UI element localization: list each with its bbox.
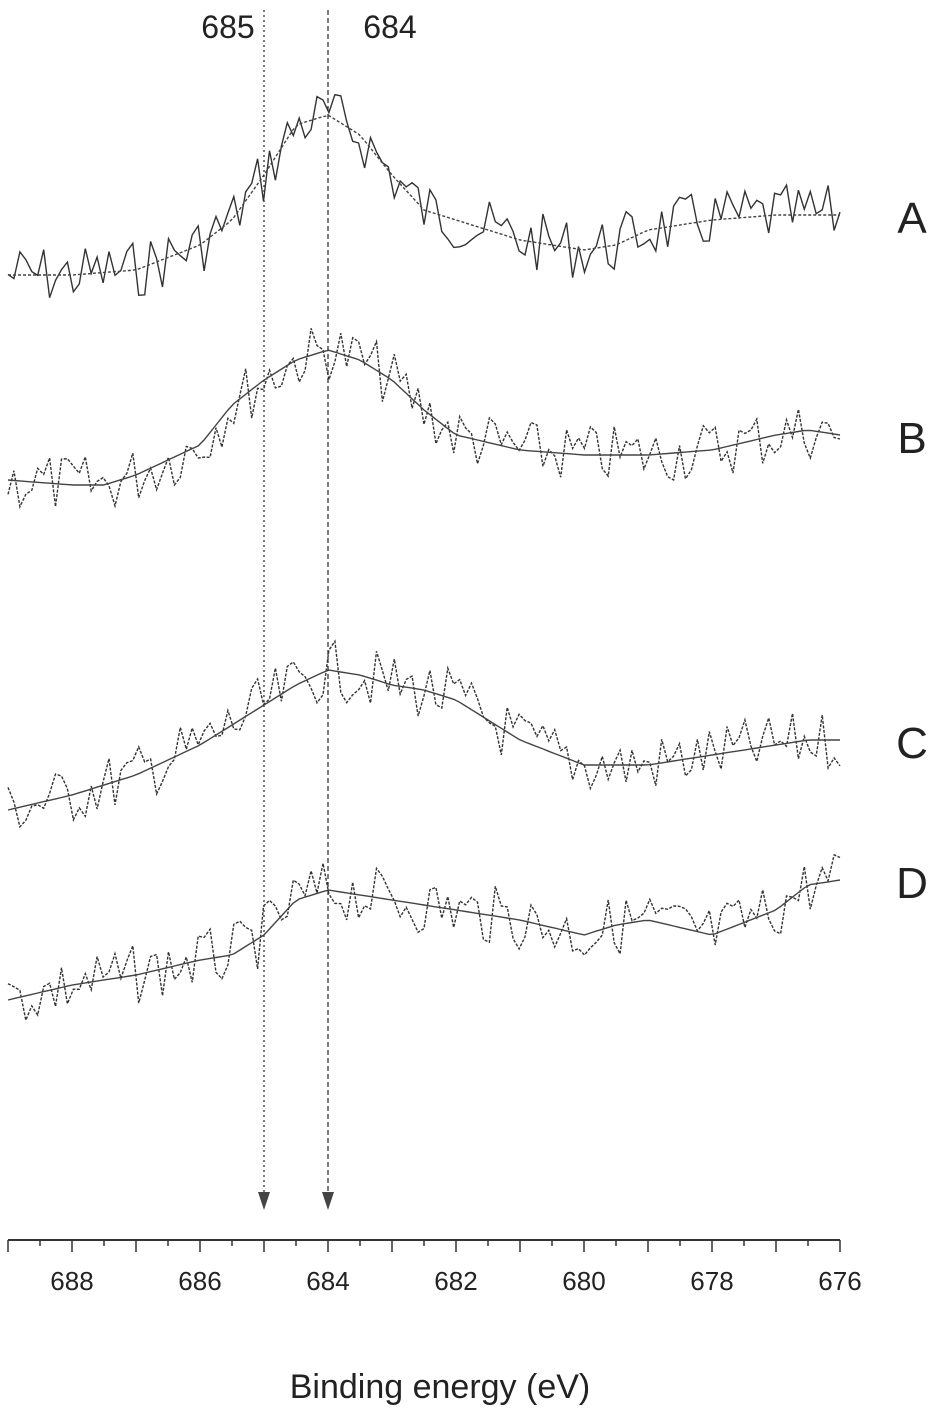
series-a: A <box>7 93 927 298</box>
series-label-d: D <box>896 859 928 908</box>
series-layer: A B C D <box>7 93 928 1023</box>
series-d-fit-line <box>7 879 841 1001</box>
series-b: B <box>7 328 927 509</box>
marker-label-684: 684 <box>363 9 416 45</box>
x-tick-label-686: 686 <box>178 1266 221 1296</box>
x-axis: 688 686 684 682 680 678 676 <box>7 1239 862 1296</box>
marker-layer: 685 684 <box>201 9 417 1210</box>
series-label-a: A <box>897 194 927 243</box>
x-tick-label-684: 684 <box>306 1266 349 1296</box>
x-tick-label-676: 676 <box>818 1266 861 1296</box>
x-tick-label-680: 680 <box>562 1266 605 1296</box>
x-axis-title: Binding energy (eV) <box>290 1368 591 1406</box>
series-a-fit-line <box>8 114 840 276</box>
series-label-b: B <box>897 414 926 463</box>
series-a-raw-line <box>7 93 841 298</box>
series-c-fit-line <box>7 669 840 811</box>
series-d-raw-line <box>7 853 841 1023</box>
series-c: C <box>7 639 928 829</box>
x-tick-label-682: 682 <box>434 1266 477 1296</box>
marker-label-685: 685 <box>201 9 254 45</box>
series-d: D <box>7 853 928 1023</box>
series-label-c: C <box>896 719 928 768</box>
marker-arrow-685 <box>258 1192 270 1210</box>
series-c-raw-line <box>7 639 841 829</box>
x-tick-label-688: 688 <box>50 1266 93 1296</box>
marker-arrow-684 <box>322 1192 334 1210</box>
series-b-raw-line <box>7 328 841 509</box>
series-b-fit-line <box>7 349 841 486</box>
x-tick-label-678: 678 <box>690 1266 733 1296</box>
